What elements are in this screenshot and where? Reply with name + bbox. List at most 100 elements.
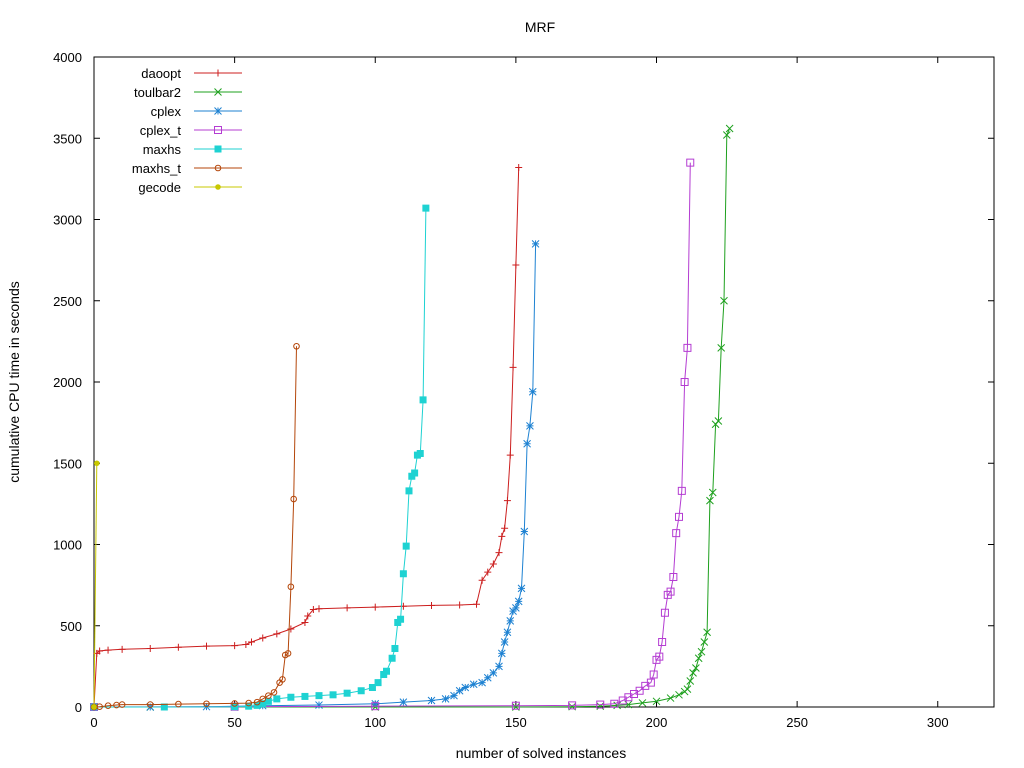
data-point — [118, 645, 126, 653]
data-point — [273, 630, 281, 638]
legend-label: cplex_t — [140, 123, 182, 138]
legend-item: maxhs_t — [132, 161, 242, 176]
legend-marker — [214, 69, 222, 77]
data-point — [672, 529, 681, 538]
data-point — [503, 497, 511, 505]
data-point — [501, 524, 509, 532]
series-gecode — [91, 460, 100, 710]
series-cplex-t — [90, 158, 695, 711]
data-point — [675, 690, 683, 699]
legend-label: toulbar2 — [134, 85, 181, 100]
data-point — [725, 124, 734, 133]
data-point — [683, 685, 692, 693]
y-tick-label: 2000 — [53, 375, 82, 390]
data-point — [506, 451, 514, 459]
data-point — [259, 634, 267, 642]
data-point — [146, 645, 154, 652]
data-point — [245, 699, 252, 707]
data-point — [416, 450, 424, 457]
x-axis-label: number of solved instances — [456, 745, 626, 761]
data-point — [646, 678, 655, 687]
data-point — [689, 669, 697, 677]
data-point — [450, 691, 458, 700]
data-point — [301, 692, 309, 700]
data-point — [531, 240, 540, 248]
y-tick-label: 500 — [60, 619, 82, 634]
y-axis-label: cumulative CPU time in seconds — [6, 281, 22, 483]
data-point — [512, 261, 520, 269]
data-point — [259, 700, 267, 708]
data-point — [461, 683, 470, 692]
series-line — [93, 162, 691, 708]
data-point — [428, 601, 435, 609]
data-point — [104, 702, 112, 710]
data-point — [374, 679, 382, 687]
data-point — [456, 601, 464, 609]
series-line — [93, 463, 98, 708]
series-layer — [90, 124, 734, 711]
data-point — [675, 512, 683, 521]
data-point — [680, 378, 689, 386]
data-point — [343, 604, 351, 612]
data-point — [287, 583, 295, 591]
data-point — [515, 164, 523, 171]
legend-label: gecode — [138, 180, 181, 195]
data-point — [720, 296, 728, 305]
axis-ticks: 0 50 100 150 200 250 3000500100015002000250030… — [53, 50, 994, 730]
data-point — [473, 600, 480, 608]
y-tick-label: 1000 — [53, 538, 82, 553]
data-point — [397, 615, 405, 623]
legend-item: cplex_t — [140, 123, 242, 138]
y-tick-label: 3000 — [53, 213, 82, 228]
data-point — [638, 699, 647, 707]
legend-item: toulbar2 — [134, 85, 242, 100]
data-point — [478, 576, 486, 584]
data-point — [290, 495, 297, 503]
x-tick-label: 150 — [505, 715, 527, 730]
data-point — [264, 697, 272, 705]
data-point — [478, 678, 486, 687]
data-point — [706, 496, 714, 505]
data-point — [94, 460, 100, 467]
y-tick-label: 2500 — [53, 294, 82, 309]
data-point — [293, 342, 300, 350]
data-point — [497, 649, 506, 658]
data-point — [511, 701, 520, 710]
data-point — [175, 700, 182, 708]
data-point — [596, 700, 605, 709]
legend-marker — [214, 126, 222, 134]
data-point — [666, 587, 675, 596]
data-point — [146, 701, 154, 708]
x-tick-label: 50 — [227, 715, 241, 730]
data-point — [498, 532, 506, 540]
data-point — [231, 700, 238, 707]
data-point — [523, 439, 531, 448]
legend-label: maxhs_t — [132, 161, 182, 176]
data-point — [635, 686, 644, 695]
data-point — [309, 606, 317, 613]
x-tick-label: 200 — [646, 715, 668, 730]
data-point — [242, 640, 250, 648]
data-point — [503, 628, 512, 637]
legend-marker — [215, 184, 221, 190]
legend-item: daoopt — [141, 66, 242, 81]
x-tick-label: 0 — [90, 715, 97, 730]
data-point — [174, 643, 182, 651]
data-point — [371, 603, 379, 611]
legend-marker — [214, 107, 222, 115]
data-point — [383, 667, 390, 675]
data-point — [273, 695, 281, 703]
data-point — [528, 387, 537, 396]
y-tick-label: 1500 — [53, 456, 82, 471]
legend-label: maxhs — [143, 142, 182, 157]
data-point — [399, 570, 407, 578]
data-point — [683, 343, 692, 352]
data-point — [357, 687, 365, 695]
data-point — [411, 469, 419, 477]
data-point — [104, 646, 112, 654]
data-point — [694, 654, 703, 663]
data-point — [568, 701, 577, 710]
legend-item: maxhs — [143, 142, 242, 157]
legend-label: daoopt — [141, 66, 181, 81]
data-point — [270, 689, 278, 696]
